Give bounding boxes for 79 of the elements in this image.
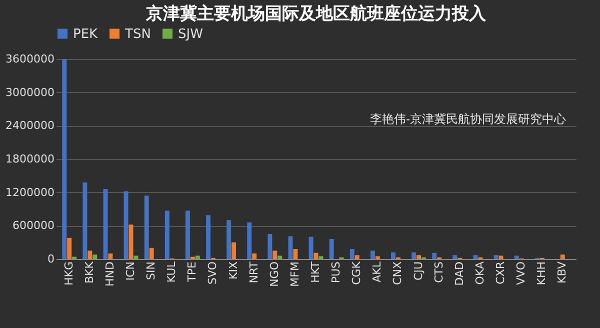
x-tick-label: TPE (186, 261, 199, 283)
chart-title: 京津冀主要机场国际及地区航班座位运力投入 (145, 4, 487, 24)
x-tick-label: HKG (62, 262, 76, 286)
bar (370, 250, 375, 259)
x-tick-label: ICN (124, 262, 138, 281)
bar (62, 59, 67, 259)
bar (354, 255, 360, 259)
bar (473, 255, 478, 259)
x-tick-label: HKT (309, 261, 322, 283)
bar (560, 254, 565, 259)
bar (226, 220, 232, 259)
x-tick-label: CXR (494, 261, 507, 284)
bar (272, 250, 278, 259)
bar (391, 252, 396, 259)
bar (195, 256, 200, 259)
bar (67, 238, 72, 259)
bar (375, 256, 380, 259)
bar (318, 256, 324, 259)
y-tick-label: 0 (48, 252, 54, 266)
bar (232, 242, 236, 259)
bar (268, 234, 272, 259)
bar (82, 182, 88, 259)
legend-label: TSN (124, 26, 151, 42)
bar (206, 215, 211, 259)
bar (494, 255, 498, 259)
x-tick-label: SIN (144, 262, 158, 280)
x-tick-label: NGO (268, 261, 281, 287)
bar (92, 254, 98, 259)
y-tick-label: 1200000 (6, 186, 54, 199)
bar (247, 222, 252, 259)
x-tick-label: CNX (391, 261, 404, 285)
bar (252, 253, 257, 259)
x-tick-label: PUS (330, 261, 343, 284)
legend-label: SJW (178, 26, 204, 42)
x-tick-label: VVO (514, 261, 528, 286)
x-tick-label: KHH (535, 262, 548, 286)
x-tick-label: DAD (452, 262, 466, 286)
bar (103, 189, 108, 259)
bar (412, 252, 416, 259)
x-tick-label: MFM (288, 262, 302, 287)
annotation: 李艳伟-京津冀民航协同发展研究中心 (370, 112, 566, 126)
x-tick-label: SVO (206, 261, 220, 284)
bar (416, 255, 421, 259)
bar (293, 249, 298, 259)
bar (329, 239, 334, 259)
bar (350, 249, 354, 259)
bar (144, 196, 149, 259)
bar (108, 253, 113, 259)
bar (452, 255, 458, 259)
x-tick-label: CTS (432, 261, 446, 283)
x-tick-label: KUL (165, 260, 178, 283)
legend-label: PEK (73, 26, 98, 42)
bar (185, 210, 190, 259)
bar (432, 252, 437, 259)
bar (164, 210, 170, 259)
x-tick-label: NRT (247, 261, 260, 284)
y-tick-label: 600000 (12, 219, 54, 232)
x-tick-label: KBV (556, 261, 569, 284)
x-tick-label: HND (103, 262, 116, 286)
y-tick-label: 3600000 (6, 52, 54, 66)
bar (128, 224, 134, 259)
x-tick-label: CGK (350, 260, 364, 285)
bar (308, 236, 314, 259)
x-tick-label: BKK (82, 260, 96, 284)
bar (124, 191, 128, 259)
y-tick-label: 2400000 (6, 119, 54, 132)
x-tick-label: KIX (226, 261, 240, 280)
x-tick-label: CJU (412, 262, 425, 280)
bar (278, 256, 282, 259)
bar (288, 236, 293, 259)
bar (134, 256, 138, 259)
y-tick-label: 3000000 (6, 86, 54, 99)
x-tick-label: AKL (370, 260, 384, 282)
bar (514, 256, 519, 259)
x-tick-label: OKA (473, 261, 486, 285)
bar (149, 248, 154, 259)
bar (88, 250, 92, 259)
y-tick-label: 1800000 (6, 152, 54, 166)
bar (498, 256, 504, 259)
